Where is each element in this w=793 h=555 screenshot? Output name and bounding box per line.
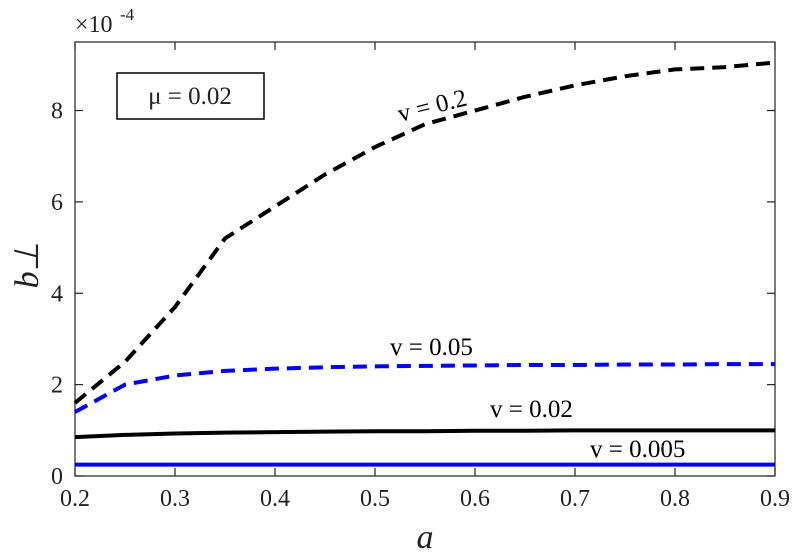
y-tick-label: 0 <box>51 464 63 490</box>
x-tick-label: 0.2 <box>60 486 90 512</box>
y-scale-exponent: -4 <box>120 5 135 24</box>
y-scale-base: ×10 <box>75 12 113 38</box>
x-tick-label: 0.5 <box>360 486 390 512</box>
annotation-box <box>116 72 265 120</box>
series-line <box>74 428 775 440</box>
y-tick-label: 8 <box>51 99 63 125</box>
annotation: μ = 0.02 <box>148 83 232 110</box>
x-tick-label: 0.7 <box>560 486 590 512</box>
x-axis-label: a <box>417 519 434 555</box>
x-tick-label: 0.9 <box>760 486 790 512</box>
series-label: v = 0.02 <box>490 396 573 423</box>
x-tick-label: 0.3 <box>160 486 190 512</box>
y-tick-label: 4 <box>51 281 63 307</box>
x-tick-label: 0.6 <box>460 486 490 512</box>
x-tick-label: 0.4 <box>260 486 290 512</box>
y-tick-label: 2 <box>51 373 63 399</box>
y-axis-label: b⊥ <box>9 242 46 289</box>
series-line <box>74 362 775 414</box>
y-tick-label: 6 <box>51 190 63 216</box>
series-label: v = 0.005 <box>590 436 685 463</box>
plot-frame <box>74 41 776 477</box>
x-tick-label: 0.8 <box>660 486 690 512</box>
series-line <box>73 60 776 405</box>
series-label: v = 0.05 <box>390 334 473 361</box>
